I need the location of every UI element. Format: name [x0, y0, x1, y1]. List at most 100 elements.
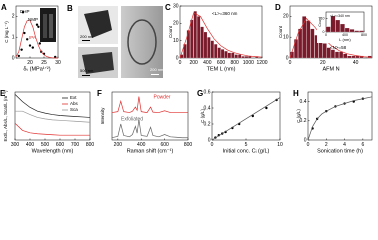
x-tick-label: 20: [320, 60, 326, 66]
x-tick-label: 800: [86, 142, 95, 148]
legend-label: Exfoliated: [121, 116, 143, 122]
x-tick-label: 600: [217, 60, 226, 66]
bar: [190, 19, 194, 59]
data-point: [17, 54, 20, 58]
scale-bar-label: 200 nm: [80, 34, 94, 39]
bar: [330, 49, 335, 59]
y-axis-label: C (mg L⁻¹): [4, 21, 9, 43]
series-line: [15, 20, 58, 59]
bar: [344, 27, 350, 33]
bar: [335, 19, 341, 33]
x-tick-label: 400: [26, 142, 35, 148]
bar: [224, 50, 228, 59]
series-line: [289, 17, 373, 59]
x-tick-label: 0: [211, 142, 214, 148]
x-tick-label: 20: [27, 60, 33, 66]
bar: [193, 11, 197, 59]
data-point: [21, 11, 25, 14]
y-tick-label: 20: [283, 14, 289, 20]
series-line: [179, 12, 263, 59]
x-tick-label: 0: [179, 60, 182, 66]
x-tick-label: 40: [353, 60, 359, 66]
plot-frame: [307, 91, 373, 141]
series-line: [111, 96, 188, 113]
panel-label: F: [97, 89, 102, 98]
panel-label: G: [197, 89, 203, 98]
data-point: [23, 31, 26, 35]
y-tick-label: 0: [286, 55, 289, 61]
bar: [310, 28, 315, 59]
bar: [231, 52, 235, 59]
x-axis-label: AFM N: [322, 66, 339, 72]
bar: [294, 39, 299, 59]
bar: [330, 15, 336, 33]
bar: [237, 54, 242, 59]
x-axis-label: L (nm): [339, 37, 351, 42]
plot-frame: [111, 91, 189, 141]
x-tick-label: 25: [41, 60, 47, 66]
y-axis-label: Ext/L, Abs/L, Scat/L (m⁻¹): [3, 90, 8, 141]
micrographs: [78, 6, 163, 78]
bar: [339, 51, 344, 59]
series-line: [111, 119, 188, 139]
x-tick-label: 5: [245, 142, 248, 148]
annotation: <N>=58: [330, 45, 347, 50]
x-axis-label: Raman shift (cm⁻¹): [127, 148, 174, 154]
y-tick-label: 0.6: [204, 89, 211, 95]
bar: [244, 56, 249, 59]
y-tick-label: 0: [12, 55, 15, 61]
x-tick-label: 200: [114, 142, 123, 148]
y-tick-label: 10: [173, 38, 179, 44]
bar: [306, 20, 311, 59]
y-axis-label: Count: [278, 25, 283, 38]
y-tick-label: 20: [173, 21, 179, 27]
x-tick-label: 800: [361, 33, 367, 37]
x-tick-label: 500: [41, 142, 50, 148]
legend-label: Powder: [154, 94, 171, 100]
bar: [335, 51, 340, 59]
bar: [343, 53, 348, 59]
y-tick-label: 0.2: [300, 118, 307, 124]
y-tick-label: 30: [173, 3, 179, 9]
bar: [322, 43, 327, 59]
x-tick-label: 6: [361, 142, 364, 148]
bar: [326, 47, 331, 59]
y-tick-label: 2: [12, 14, 15, 20]
x-axis-label: Sonication time (h): [317, 148, 363, 154]
x-tick-label: 800: [230, 60, 239, 66]
series-line: [307, 96, 373, 141]
series-line: [14, 122, 90, 136]
data-point: [35, 23, 39, 26]
x-tick-label: 2: [325, 142, 328, 148]
x-tick-label: 300: [11, 142, 20, 148]
x-tick-label: 1000: [243, 60, 254, 66]
x-tick-label: 600: [56, 142, 65, 148]
panel-label: C: [165, 3, 171, 12]
panel-label: B: [67, 4, 73, 13]
series-line: [14, 94, 91, 118]
bar: [298, 28, 303, 59]
annotation: DHP: [20, 9, 30, 14]
x-tick-label: 0: [325, 33, 327, 37]
annotation: IPA: [29, 35, 36, 40]
x-axis-label: Initial conc. Cᵢ (g/L): [223, 148, 270, 154]
scale-bar-label: 500 nm: [80, 68, 94, 73]
data-point: [26, 38, 29, 41]
bar: [220, 49, 225, 59]
annotation: <L>=340 nm: [330, 14, 350, 18]
x-tick-label: 10: [277, 142, 283, 148]
scale-bar-label: 200 nm: [150, 67, 164, 72]
panel-label: E: [0, 89, 6, 98]
bar: [210, 40, 214, 59]
bar: [314, 35, 319, 59]
y-axis-label: Intensity: [100, 107, 105, 125]
x-tick-label: 200: [189, 60, 198, 66]
series-line: [15, 110, 91, 123]
bar: [200, 26, 204, 59]
x-tick-label: 1200: [256, 60, 267, 66]
panel-label: A: [1, 3, 7, 12]
plot-frame: [14, 91, 91, 141]
x-axis-label: δₜ (MPa¹ᐟ²): [23, 65, 50, 72]
x-tick-label: 800: [184, 142, 193, 148]
bar: [183, 44, 187, 59]
